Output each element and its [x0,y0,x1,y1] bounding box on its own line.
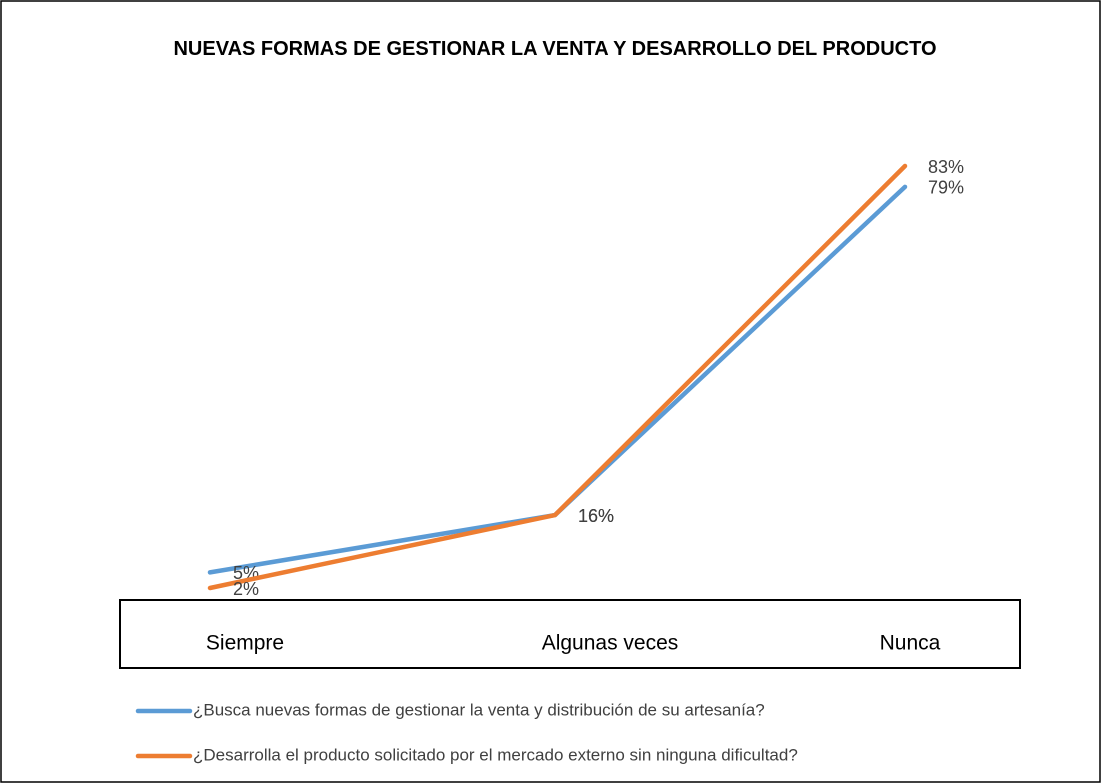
data-label: 2% [233,579,259,599]
legend-label: ¿Busca nuevas formas de gestionar la ven… [193,700,765,719]
data-label: 16% [578,506,614,526]
x-tick-label: Siempre [206,632,284,655]
chart-title: NUEVAS FORMAS DE GESTIONAR LA VENTA Y DE… [173,38,937,60]
data-label: 16% [578,506,614,526]
data-label: 83% [928,157,964,177]
data-label: 79% [928,178,964,198]
category-box [119,599,1021,669]
series-line [207,163,908,591]
legend-label: ¿Desarrolla el producto solicitado por e… [193,745,798,764]
x-tick-label: Algunas veces [542,632,679,655]
x-tick-label: Nunca [880,632,941,655]
